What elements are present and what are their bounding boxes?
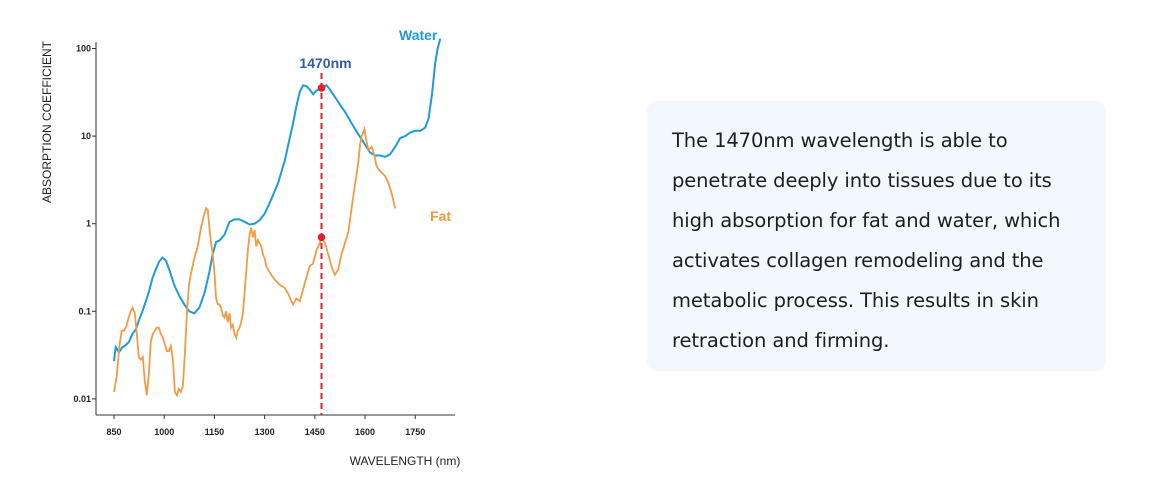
y-tick-group: 0.01 0.1 1 10 100	[73, 44, 96, 404]
x-tick-label: 850	[106, 427, 121, 437]
marker-water-point	[317, 84, 326, 92]
x-tick-label: 1600	[355, 427, 375, 437]
y-tick-label: 100	[76, 44, 91, 54]
wavelength-marker-label: 1470nm	[299, 55, 351, 71]
info-description: The 1470nm wavelength is able to penetra…	[672, 129, 1061, 352]
x-axis-label: WAVELENGTH (nm)	[350, 454, 461, 468]
fat-series-label: Fat	[430, 208, 451, 224]
water-series-label: Water	[399, 27, 438, 43]
x-tick-label: 1450	[305, 427, 325, 437]
water-series-line	[113, 38, 442, 362]
x-tick-label: 1000	[154, 427, 174, 437]
x-tick-label: 1300	[255, 427, 275, 437]
info-card: The 1470nm wavelength is able to penetra…	[647, 101, 1106, 371]
marker-fat-point	[317, 233, 326, 242]
x-tick-label: 1750	[405, 427, 425, 437]
fat-series-line	[113, 125, 396, 398]
x-tick-label: 1150	[205, 427, 225, 437]
y-tick-label: 1	[86, 219, 91, 229]
x-tick-group: 850 1000 1150 1300 1450 1600 1750	[106, 415, 425, 437]
y-tick-label: 0.1	[78, 306, 91, 316]
y-axis-label: ABSORPTION COEFFICIENT	[40, 40, 54, 203]
y-tick-label: 0.01	[73, 394, 91, 404]
absorption-chart: 0.01 0.1 1 10 100 850 1000 1150 1300 1450 1600 175…	[40, 27, 461, 468]
y-tick-label: 10	[81, 131, 91, 141]
